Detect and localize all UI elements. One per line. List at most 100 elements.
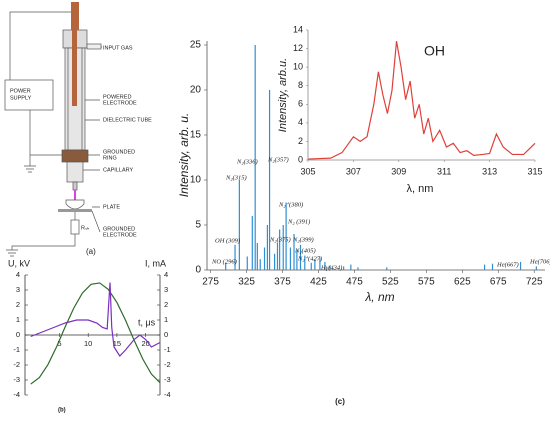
x-tick-label: 625 <box>454 277 471 288</box>
plate <box>58 209 92 212</box>
x-tick-label: 375 <box>274 277 291 288</box>
label: RING <box>103 155 117 161</box>
data-line <box>30 282 161 357</box>
x-tick-label: 307 <box>346 166 361 176</box>
label: SUPPLY <box>10 95 32 101</box>
y-tick-label: 1 <box>16 315 20 324</box>
y-tick-label: 8 <box>298 80 303 90</box>
wires <box>6 11 76 257</box>
peak-annotation: N₂(399) <box>292 236 314 243</box>
x-tick-label: 725 <box>526 277 543 288</box>
label: ELECTRODE <box>103 100 137 106</box>
y-tick-label: 2 <box>16 300 20 309</box>
x-tick-label: 315 <box>527 166 542 176</box>
tube-walls <box>67 48 83 150</box>
x-tick-label: 575 <box>418 277 435 288</box>
x-tick-label: 311 <box>437 166 451 176</box>
plate-cup <box>65 199 85 210</box>
peak-annotation: He(706) <box>529 258 550 265</box>
y-axis-title: U, kV <box>8 258 30 268</box>
label: GROUNDED <box>103 226 135 232</box>
panel-label: (a) <box>86 247 96 256</box>
y-tick-label: -2 <box>13 360 20 369</box>
y2-tick-label: -1 <box>164 345 171 354</box>
y2-tick-label: -3 <box>164 375 171 384</box>
y-tick-label: 3 <box>16 285 20 294</box>
electrode-rod <box>71 2 79 30</box>
x-axis-title: t, μs <box>138 317 156 327</box>
y-tick-label: 10 <box>190 175 202 186</box>
panel-label: (b) <box>58 408 66 414</box>
x-tick-label: 475 <box>346 277 363 288</box>
label: Rₛₕ <box>81 225 90 231</box>
y2-tick-label: 4 <box>164 270 168 279</box>
y-axis-title: Intensity, arb.u. <box>277 58 289 132</box>
capillary <box>72 181 78 191</box>
x-tick-label: 10 <box>84 339 92 348</box>
y-tick-label: -1 <box>13 345 20 354</box>
grounded-ring <box>61 149 89 163</box>
y-tick-label: 5 <box>195 220 201 231</box>
peak-annotation: N₂(336) <box>236 158 258 165</box>
peak-annotation: N₂(375) <box>269 236 291 243</box>
y-tick-label: 14 <box>293 24 303 34</box>
peak-annotation: N₂(357) <box>267 156 289 163</box>
y-tick-label: 15 <box>190 130 202 141</box>
label: PLATE <box>103 204 120 210</box>
y-tick-label: 0 <box>298 154 303 164</box>
x-tick-label: 305 <box>300 166 315 176</box>
label: POWER <box>10 88 31 94</box>
gas-inlet <box>86 43 102 50</box>
peak-annotation: Hγ(434) <box>320 264 342 271</box>
y-tick-label: 20 <box>190 85 202 96</box>
x-tick-label: 525 <box>382 277 399 288</box>
label: POWERED <box>103 94 131 100</box>
label: CAPILLARY <box>103 167 133 173</box>
y-tick-label: 12 <box>293 43 303 53</box>
y-tick-label: 2 <box>298 136 303 146</box>
x-tick-label: 325 <box>238 277 255 288</box>
leader-lines <box>83 46 102 233</box>
peak-annotation: N₂⁺(380) <box>278 201 303 208</box>
data-line <box>30 282 161 385</box>
y-tick-label: 4 <box>298 117 303 127</box>
y-tick-label: -4 <box>13 390 20 399</box>
panel-label: (c) <box>335 397 345 406</box>
x-tick-label: 275 <box>202 277 219 288</box>
peak-annotation: N₂⁺(427) <box>297 255 322 262</box>
y2-tick-label: 0 <box>164 330 168 339</box>
x-axis-title: λ, nm <box>407 183 434 195</box>
x-axis-title: λ, nm <box>364 290 394 304</box>
chart-title: OH <box>424 43 445 59</box>
lower-tube <box>66 161 84 183</box>
peak-annotation: N₂(405) <box>294 247 316 254</box>
y-tick-label: 10 <box>293 62 303 72</box>
x-tick-label: 313 <box>482 166 497 176</box>
y-tick-label: 4 <box>16 270 20 279</box>
peak-annotation: OH (309) <box>215 237 240 244</box>
y2-tick-label: 2 <box>164 300 168 309</box>
label: DIELECTRIC TUBE <box>103 117 152 123</box>
label: GROUNDED <box>103 149 135 155</box>
label: ELECTRODE <box>103 232 137 238</box>
power-supply-box <box>4 79 54 111</box>
y2-tick-label: -4 <box>164 390 171 399</box>
y-tick-label: 0 <box>195 265 201 276</box>
x-tick-label: 5 <box>57 339 61 348</box>
x-tick-label: 15 <box>113 339 121 348</box>
y-tick-label: 25 <box>190 40 202 51</box>
y2-tick-label: 3 <box>164 285 168 294</box>
x-tick-label: 425 <box>310 277 327 288</box>
x-tick-label: 20 <box>141 339 149 348</box>
plasma-jet <box>74 190 76 202</box>
x-tick-label: 675 <box>490 277 507 288</box>
peak-annotation: He(667) <box>496 261 519 268</box>
y-axis-title: Intensity, arb. u. <box>177 113 191 198</box>
y2-tick-label: 1 <box>164 315 168 324</box>
peak-annotation: N₂ (391) <box>287 218 310 225</box>
y2-axis-title: I, mA <box>145 258 166 268</box>
y-tick-label: -3 <box>13 375 20 384</box>
peak-annotation: N₂(315) <box>225 174 247 181</box>
y2-tick-label: -2 <box>164 360 171 369</box>
